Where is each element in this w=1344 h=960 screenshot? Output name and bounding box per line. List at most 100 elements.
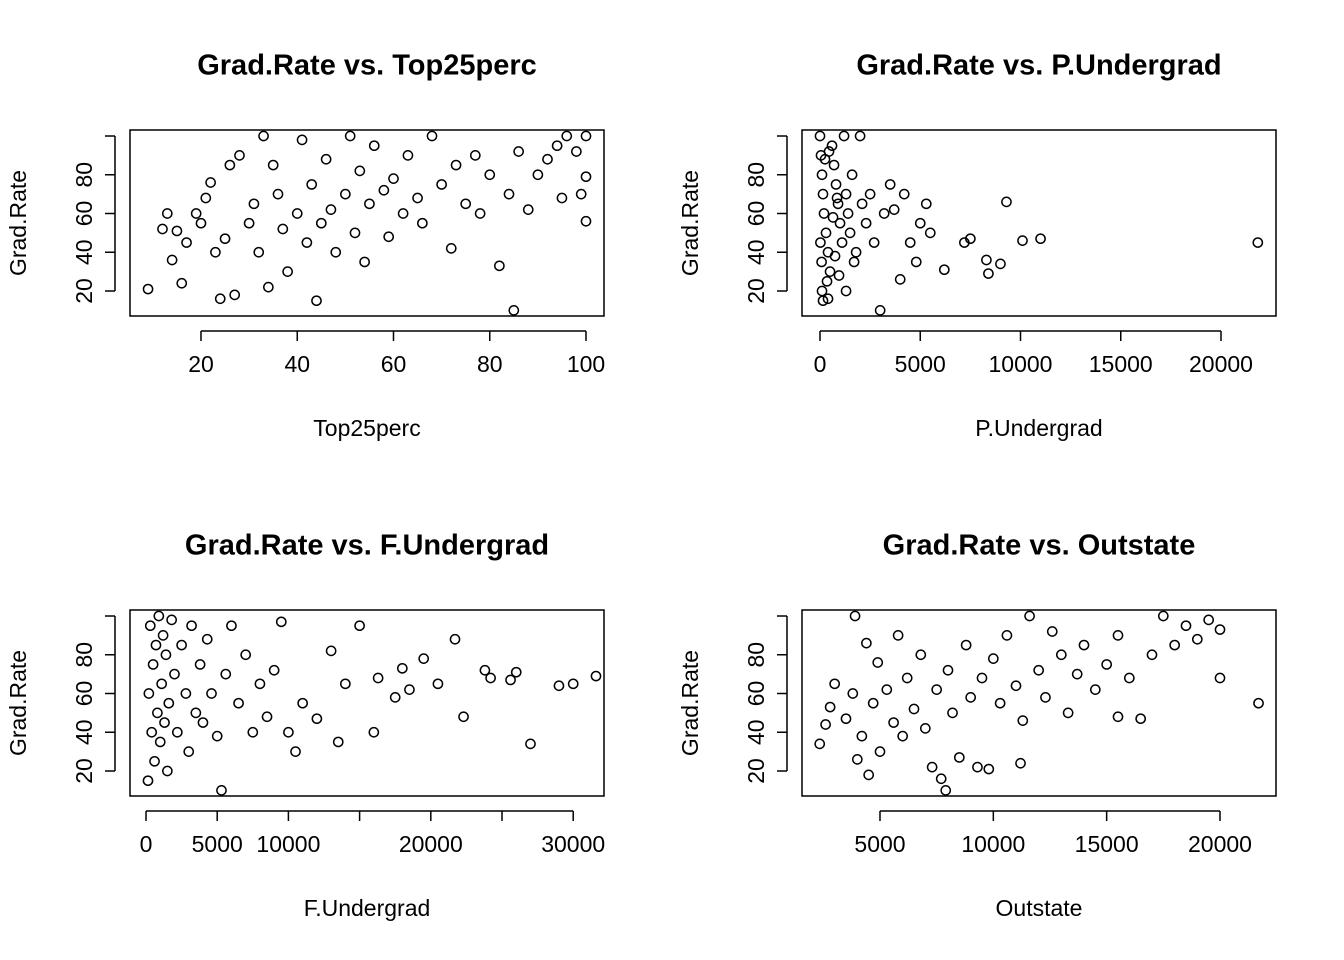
point — [863, 769, 875, 781]
point — [320, 153, 332, 165]
point — [263, 281, 274, 293]
y-tick-label: 60 — [743, 681, 769, 707]
point — [590, 670, 602, 682]
point — [874, 746, 886, 757]
point — [283, 726, 294, 738]
point — [183, 746, 195, 757]
point — [306, 179, 318, 190]
point — [503, 188, 515, 200]
point — [383, 231, 395, 243]
point — [1024, 610, 1035, 622]
point — [940, 785, 952, 796]
point — [190, 208, 202, 219]
y-tick-label: 80 — [743, 642, 769, 668]
point — [1017, 715, 1029, 726]
point — [817, 188, 829, 200]
point — [277, 223, 289, 235]
point — [850, 246, 862, 258]
chart-title: Grad.Rate vs. F.Undergrad — [185, 530, 549, 562]
plot-frame — [129, 129, 605, 317]
point — [418, 653, 430, 664]
point — [981, 254, 992, 266]
x-tick-label: 10000 — [989, 351, 1053, 377]
point — [575, 188, 587, 200]
y-tick-label: 20 — [71, 758, 97, 784]
point — [460, 198, 472, 210]
point — [180, 688, 192, 699]
point — [814, 130, 826, 142]
point — [571, 146, 582, 157]
point — [874, 305, 886, 316]
point — [834, 217, 846, 229]
y-axis-label: Grad.Rate — [677, 650, 703, 756]
point — [160, 649, 172, 661]
point — [297, 697, 308, 709]
point — [186, 620, 197, 632]
point — [842, 208, 854, 219]
point — [282, 266, 293, 277]
point — [171, 726, 183, 738]
point — [830, 179, 842, 190]
point — [995, 258, 1006, 270]
point — [144, 620, 156, 632]
point — [513, 146, 524, 157]
plot-frame — [801, 129, 1277, 317]
point — [311, 295, 322, 307]
point — [372, 672, 384, 684]
plot-frame — [129, 609, 605, 797]
point — [469, 150, 481, 161]
point — [1101, 659, 1113, 670]
point — [838, 130, 850, 142]
point — [816, 169, 828, 181]
point — [233, 697, 244, 709]
point — [219, 233, 231, 245]
point — [169, 668, 180, 680]
point — [888, 717, 899, 728]
point — [176, 277, 188, 289]
point — [272, 188, 284, 200]
point — [397, 208, 409, 219]
point — [290, 746, 301, 757]
point — [826, 140, 838, 152]
point — [829, 250, 841, 262]
y-tick-label: 20 — [743, 278, 769, 304]
point — [206, 688, 217, 699]
point — [840, 188, 852, 200]
x-tick-label: 0 — [814, 351, 827, 377]
point — [551, 140, 563, 152]
point — [157, 223, 168, 235]
point — [846, 169, 858, 181]
y-tick-label: 40 — [743, 239, 769, 265]
point — [1010, 680, 1022, 692]
point — [851, 754, 863, 765]
x-tick-label: 30000 — [541, 831, 605, 857]
point — [1001, 196, 1012, 208]
point — [166, 254, 178, 266]
y-tick-label: 40 — [743, 719, 769, 745]
point — [860, 217, 872, 229]
point — [344, 130, 356, 142]
point — [904, 237, 916, 248]
point — [163, 697, 175, 709]
point — [220, 668, 232, 680]
point — [450, 159, 462, 171]
point — [159, 717, 170, 728]
point — [1071, 668, 1083, 680]
point — [553, 680, 565, 692]
point — [847, 688, 859, 699]
point — [965, 233, 976, 245]
point — [205, 177, 216, 188]
x-tick-label: 5000 — [854, 831, 905, 857]
point — [248, 198, 260, 210]
point — [824, 701, 836, 713]
point — [1078, 639, 1090, 651]
point — [965, 692, 977, 703]
point — [226, 620, 237, 632]
y-tick-label: 40 — [71, 719, 97, 745]
point — [854, 130, 866, 142]
point — [972, 761, 983, 773]
point — [340, 188, 351, 200]
point — [1015, 757, 1026, 769]
point — [580, 171, 592, 183]
point — [920, 198, 932, 210]
